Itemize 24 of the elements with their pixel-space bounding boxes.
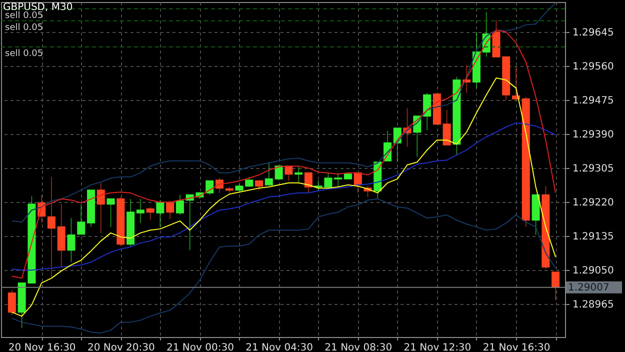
x-tick-label: 21 Nov 00:30 xyxy=(166,342,234,352)
y-tick-label: 1.29390 xyxy=(572,130,614,141)
y-tick-label: 1.29560 xyxy=(572,62,614,73)
candlestick xyxy=(274,166,283,181)
x-tick-label: 20 Nov 16:30 xyxy=(8,342,76,352)
ref-line-label: sell 0.05 xyxy=(5,10,44,21)
x-tick-label: 21 Nov 16:30 xyxy=(482,342,550,352)
ref-line-label: sell 0.05 xyxy=(5,22,44,33)
y-tick-label: 1.29220 xyxy=(572,198,614,209)
line-series xyxy=(11,198,556,334)
x-tick-label: 21 Nov 08:30 xyxy=(324,342,392,352)
y-tick-label: 1.29475 xyxy=(572,96,614,107)
chart-title: GBPUSD, M30 xyxy=(3,2,73,13)
line-series xyxy=(11,122,556,271)
x-tick-label: 20 Nov 20:30 xyxy=(87,342,155,352)
y-tick-label: 1.29050 xyxy=(572,266,614,277)
y-tick-label: 1.29305 xyxy=(572,164,614,175)
ref-line-label: sell 0.05 xyxy=(5,48,44,59)
y-tick-label: 1.29645 xyxy=(572,28,614,39)
ref-line-label: 1.29007 xyxy=(568,282,610,294)
x-tick-label: 21 Nov 12:30 xyxy=(404,342,472,352)
y-tick-label: 1.28965 xyxy=(572,300,614,311)
x-tick-label: 21 Nov 04:30 xyxy=(246,342,314,352)
y-tick-label: 1.29135 xyxy=(572,232,614,243)
